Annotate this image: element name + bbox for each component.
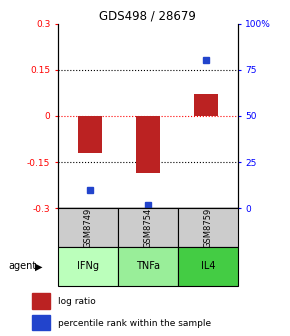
Bar: [118, 208, 178, 247]
Bar: [58, 247, 118, 286]
Text: TNFa: TNFa: [136, 261, 160, 271]
Bar: [32, 315, 50, 331]
Bar: [78, 116, 102, 153]
Text: IFNg: IFNg: [77, 261, 99, 271]
Bar: [136, 116, 160, 173]
Bar: [178, 208, 238, 247]
Text: IL4: IL4: [201, 261, 215, 271]
Title: GDS498 / 28679: GDS498 / 28679: [99, 9, 196, 23]
Bar: [118, 247, 178, 286]
Text: GSM8754: GSM8754: [143, 208, 153, 248]
Text: log ratio: log ratio: [58, 297, 95, 306]
Text: ▶: ▶: [35, 261, 42, 271]
Bar: [194, 94, 218, 116]
Text: percentile rank within the sample: percentile rank within the sample: [58, 319, 211, 328]
Bar: [58, 208, 118, 247]
Bar: [178, 247, 238, 286]
Bar: [32, 293, 50, 308]
Text: agent: agent: [9, 261, 37, 271]
Text: GSM8749: GSM8749: [84, 208, 93, 248]
Text: GSM8759: GSM8759: [203, 208, 212, 248]
